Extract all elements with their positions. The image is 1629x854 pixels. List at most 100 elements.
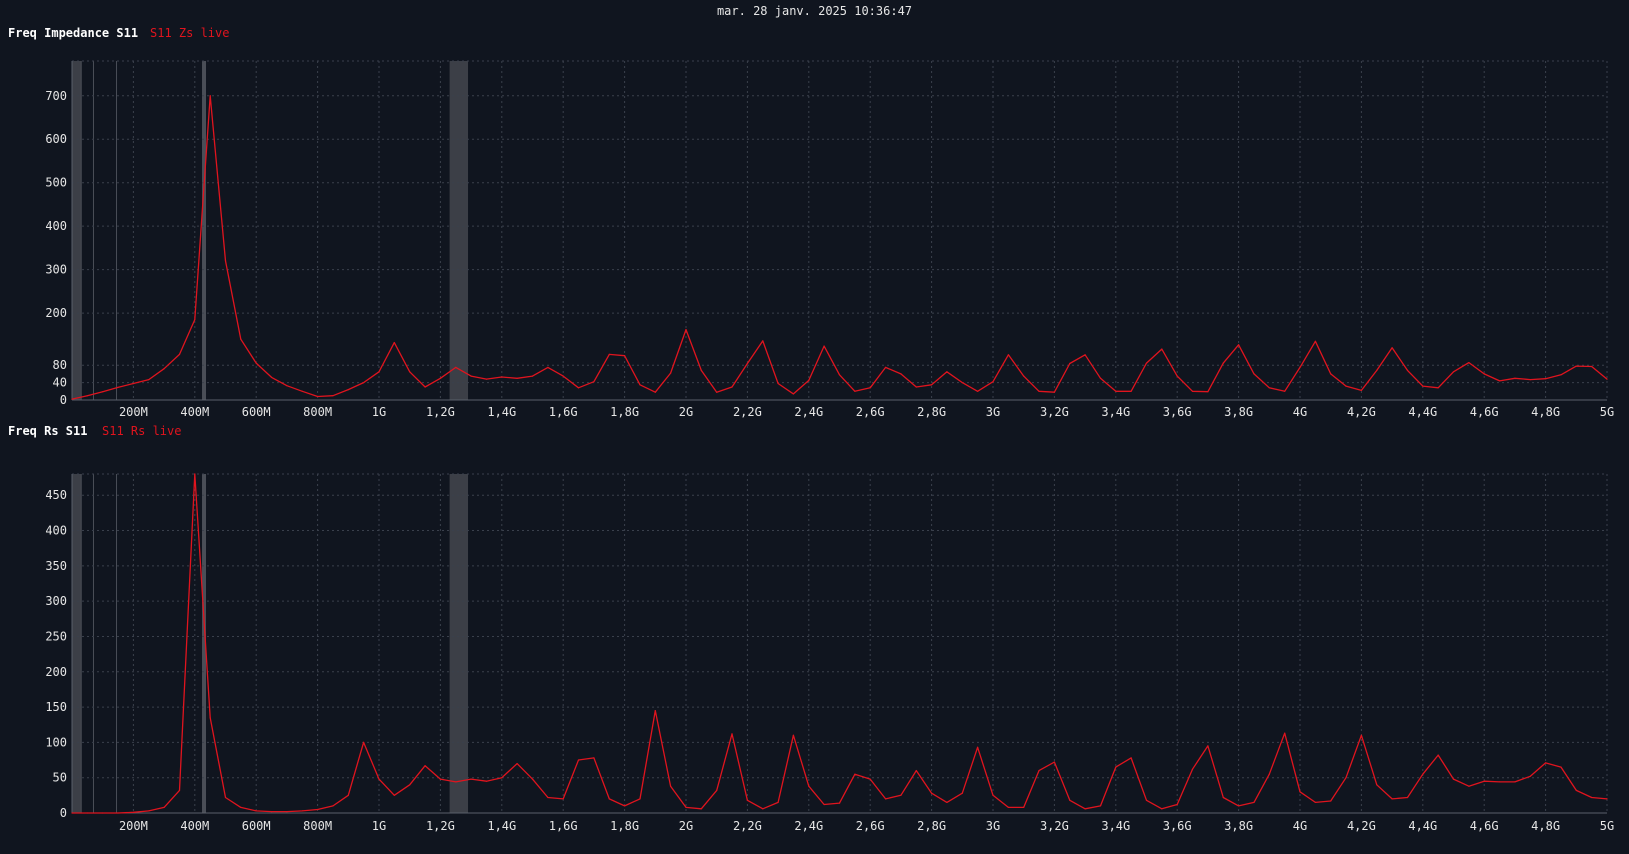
chart-2-data-point bbox=[838, 802, 841, 804]
chart-2-title: Freq Rs S11 bbox=[8, 424, 88, 438]
chart-2-x-tick-label: 1,2G bbox=[426, 819, 455, 833]
chart-2-data-point bbox=[1176, 803, 1178, 806]
chart-2-band bbox=[72, 474, 82, 813]
chart-1-data-point bbox=[1452, 371, 1455, 373]
chart-2-data-point bbox=[1545, 762, 1547, 764]
chart-2-x-tick-label: 1,8G bbox=[610, 819, 639, 833]
chart-2-data-point bbox=[1053, 761, 1055, 763]
chart-1-x-tick-label: 1,6G bbox=[549, 405, 578, 419]
chart-2-data-point bbox=[915, 770, 917, 772]
chart-2-data-point bbox=[1161, 808, 1163, 810]
chart-2-x-tick-label: 5G bbox=[1600, 819, 1614, 833]
chart-1-x-tick-label: 1G bbox=[372, 405, 386, 419]
chart-2-data-point bbox=[716, 789, 718, 792]
chart-2-data-point bbox=[854, 773, 856, 775]
chart-2-band bbox=[449, 474, 469, 813]
chart-1-data-point bbox=[332, 395, 334, 397]
chart-1-data-point bbox=[746, 362, 749, 365]
chart-2-data-point bbox=[885, 798, 887, 800]
chart-2-data-point bbox=[332, 805, 334, 807]
chart-1-data-point bbox=[286, 385, 288, 387]
chart-2-data-point bbox=[1007, 806, 1010, 809]
chart-2-data-point bbox=[961, 792, 963, 794]
chart-2-data-point bbox=[670, 785, 672, 787]
chart-1-y-tick-label: 300 bbox=[45, 263, 67, 277]
chart-2-data-point bbox=[1422, 773, 1424, 775]
chart-1-data-point bbox=[1545, 378, 1547, 380]
chart-1-x-tick-label: 800M bbox=[303, 405, 332, 419]
chart-2-data-point bbox=[1499, 781, 1501, 783]
chart-1-data-point bbox=[1238, 344, 1240, 346]
chart-2-data-point bbox=[1299, 791, 1301, 793]
chart-2-data-point bbox=[1591, 796, 1593, 799]
chart-2-data-point bbox=[148, 810, 150, 812]
chart-1-data-point bbox=[1314, 340, 1316, 342]
chart-1-data-point bbox=[1191, 390, 1194, 392]
chart-1-y-tick-label: 40 bbox=[53, 376, 67, 390]
chart-2-data-point bbox=[1099, 805, 1102, 807]
chart-2-data-point bbox=[808, 785, 810, 787]
chart-2-data-point bbox=[455, 781, 457, 783]
chart-2-data-point bbox=[992, 794, 994, 796]
chart-2-y-tick-label: 250 bbox=[45, 629, 67, 643]
chart-2-x-tick-label: 3,8G bbox=[1224, 819, 1253, 833]
chart-2-data-point bbox=[1207, 745, 1209, 747]
chart-1-y-tick-label: 80 bbox=[53, 358, 67, 372]
chart-2-data-point bbox=[240, 806, 242, 809]
chart-1-data-point bbox=[132, 382, 134, 385]
chart-2-x-tick-label: 400M bbox=[180, 819, 209, 833]
chart-2-x-tick-label: 2,8G bbox=[917, 819, 946, 833]
chart-1-data-point bbox=[685, 329, 687, 331]
chart-1-x-tick-label: 4,6G bbox=[1470, 405, 1499, 419]
chart-2-x-tick-label: 200M bbox=[119, 819, 148, 833]
chart-1-data-point bbox=[1360, 389, 1362, 391]
chart-1-y-tick-label: 600 bbox=[45, 132, 67, 146]
chart-1-x-tick-label: 2,2G bbox=[733, 405, 762, 419]
chart-1-data-point bbox=[1023, 375, 1025, 377]
chart-2-data-point bbox=[271, 811, 273, 813]
chart-2-data-point bbox=[685, 806, 687, 809]
chart-1-data-point bbox=[163, 368, 165, 370]
chart-2-data-point bbox=[178, 789, 181, 792]
chart-2-legend[interactable]: S11 Rs live bbox=[102, 424, 182, 438]
chart-1-data-point bbox=[654, 391, 656, 393]
chart-2-series-line bbox=[72, 473, 1608, 814]
chart-1-data-point bbox=[1529, 379, 1531, 381]
chart-1-data-point bbox=[363, 382, 365, 384]
chart-1-data-point bbox=[1422, 385, 1424, 387]
chart-2-x-tick-label: 800M bbox=[303, 819, 332, 833]
chart-1-data-point bbox=[700, 369, 702, 371]
chart-1-data-point bbox=[624, 355, 626, 357]
chart-2-y-tick-label: 50 bbox=[53, 771, 67, 785]
chart-1-data-point bbox=[1514, 377, 1516, 379]
chart-2-x-tick-label: 4,2G bbox=[1347, 819, 1376, 833]
chart-2-y-tick-label: 0 bbox=[60, 806, 67, 820]
chart-1-data-point bbox=[1391, 347, 1393, 349]
chart-1-data-point bbox=[885, 366, 887, 368]
chart-2-data-point bbox=[1023, 806, 1025, 809]
chart-1-data-point bbox=[1038, 390, 1040, 392]
chart-1-data-point bbox=[1084, 354, 1086, 356]
chart-2-data-point bbox=[1314, 801, 1316, 804]
chart-2-plot: 0 50 100 150 200 250 300 350 400 450 200M 400M 600M 8… bbox=[45, 473, 1614, 833]
chart-2-data-point bbox=[347, 794, 349, 796]
chart-1-series-line bbox=[71, 95, 1608, 400]
chart-1-data-point bbox=[1330, 373, 1332, 375]
chart-2-data-point bbox=[363, 741, 365, 744]
chart-2-data-point bbox=[1130, 757, 1132, 759]
chart-1-x-tick-label: 4,8G bbox=[1531, 405, 1560, 419]
chart-2-data-point bbox=[163, 806, 165, 809]
chart-1-data-point bbox=[148, 379, 150, 381]
chart-1-legend[interactable]: S11 Zs live bbox=[150, 26, 230, 40]
chart-1-y-tick-label: 200 bbox=[45, 306, 67, 320]
chart-1-data-point bbox=[838, 374, 841, 376]
chart-2-data-point bbox=[1483, 780, 1485, 782]
chart-2-data-point bbox=[639, 798, 641, 800]
chart-1-data-point bbox=[977, 390, 979, 392]
chart-2-data-point bbox=[1222, 796, 1224, 799]
chart-1-data-point bbox=[854, 390, 856, 392]
chart-1-x-tick-label: 2,4G bbox=[794, 405, 823, 419]
chart-1-data-point bbox=[823, 345, 825, 347]
chart-1-data-point bbox=[1376, 369, 1378, 371]
